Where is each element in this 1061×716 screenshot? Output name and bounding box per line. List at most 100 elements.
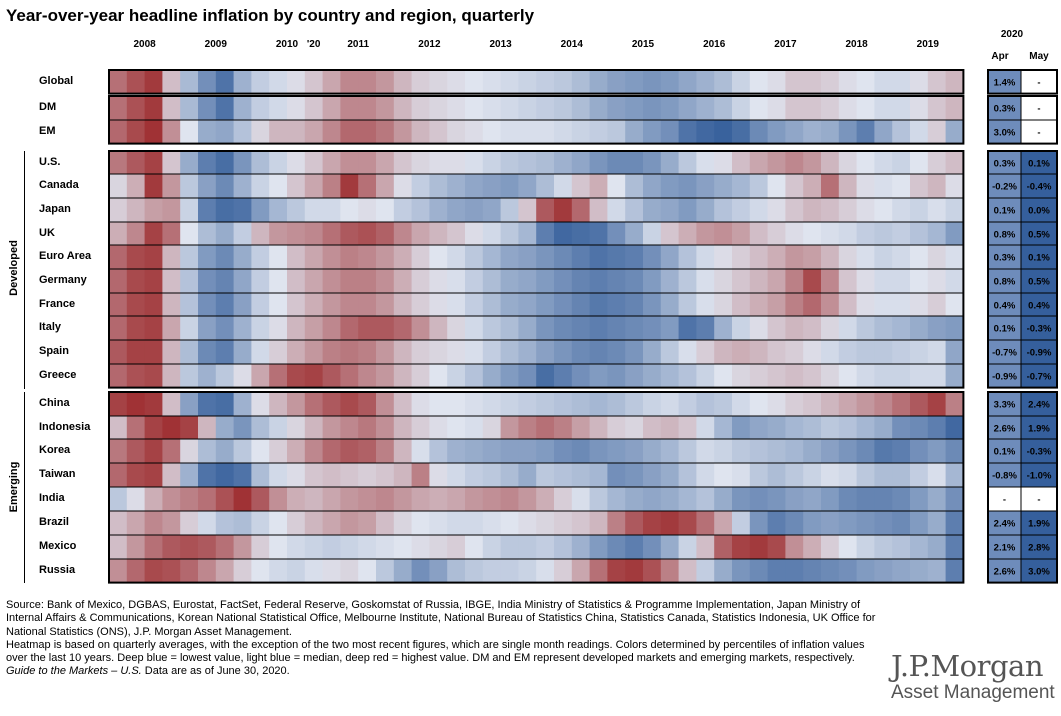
heat-cell bbox=[180, 392, 199, 416]
heat-cell bbox=[322, 120, 341, 144]
heat-cell bbox=[233, 439, 252, 463]
row-label: UK bbox=[39, 226, 55, 239]
heat-cell bbox=[304, 245, 324, 269]
heat-cell bbox=[643, 364, 662, 388]
heat-cell bbox=[180, 487, 199, 511]
heat-cell bbox=[749, 316, 769, 340]
heat-cell bbox=[536, 340, 555, 364]
heat-cell bbox=[856, 293, 875, 317]
heat-cell bbox=[180, 174, 199, 198]
heat-cell bbox=[803, 174, 822, 198]
heat-cell bbox=[126, 198, 146, 222]
heat-cell bbox=[215, 364, 235, 388]
recent-value-label: 0.1% bbox=[1028, 158, 1050, 169]
heat-cell bbox=[536, 392, 555, 416]
recent-value-label: -0.7% bbox=[1027, 371, 1052, 382]
recent-cell bbox=[1021, 96, 1057, 120]
recent-cell bbox=[988, 364, 1021, 388]
heat-cell bbox=[785, 245, 804, 269]
heat-cell bbox=[607, 340, 626, 364]
heat-cell bbox=[215, 70, 235, 94]
heat-cell bbox=[945, 463, 964, 487]
year-label: 2016 bbox=[703, 39, 726, 50]
heat-cell bbox=[429, 70, 448, 94]
heat-cell bbox=[447, 245, 466, 269]
heat-cell bbox=[393, 70, 413, 94]
heat-cell bbox=[910, 439, 929, 463]
heat-cell bbox=[785, 96, 804, 120]
heat-cell bbox=[358, 293, 377, 317]
recent-cell bbox=[988, 120, 1021, 144]
heat-cell bbox=[162, 364, 181, 388]
heat-cell bbox=[376, 511, 395, 535]
heat-cell bbox=[429, 487, 448, 511]
heat-cell bbox=[589, 439, 608, 463]
heat-cell bbox=[144, 487, 163, 511]
heat-cell bbox=[429, 559, 448, 583]
heat-cell bbox=[465, 535, 484, 559]
heat-cell bbox=[429, 392, 448, 416]
heat-cell bbox=[536, 70, 555, 94]
heat-cell bbox=[785, 120, 804, 144]
heat-cell bbox=[340, 511, 359, 535]
heat-cell bbox=[874, 487, 893, 511]
heat-cell bbox=[785, 70, 804, 94]
heat-cell bbox=[607, 96, 626, 120]
heat-cell bbox=[732, 151, 751, 175]
heat-cell bbox=[910, 340, 929, 364]
heat-cell bbox=[874, 245, 893, 269]
heat-cell bbox=[144, 559, 163, 583]
heat-cell bbox=[482, 364, 502, 388]
recent-value-label: 0.8% bbox=[994, 229, 1016, 240]
recent-cell bbox=[1021, 559, 1057, 583]
heat-cell bbox=[393, 535, 413, 559]
recent-value-label: 0.3% bbox=[994, 158, 1016, 169]
heat-cell bbox=[785, 151, 804, 175]
heat-cell bbox=[821, 174, 840, 198]
heat-cell bbox=[554, 120, 573, 144]
heat-cell bbox=[393, 487, 413, 511]
heat-cell bbox=[429, 222, 448, 246]
heat-cell bbox=[447, 511, 466, 535]
heat-cell bbox=[482, 340, 502, 364]
heat-cell bbox=[767, 316, 786, 340]
heat-cell bbox=[304, 293, 324, 317]
heat-cell bbox=[821, 416, 840, 440]
heat-cell bbox=[393, 269, 413, 293]
recent-cell bbox=[988, 269, 1021, 293]
heat-cell bbox=[304, 559, 324, 583]
heat-cell bbox=[874, 151, 893, 175]
heat-cell bbox=[465, 198, 484, 222]
heat-cell bbox=[287, 293, 306, 317]
heat-cell bbox=[536, 487, 555, 511]
heat-cell bbox=[144, 174, 163, 198]
heat-cell bbox=[304, 392, 324, 416]
heat-cell bbox=[447, 559, 466, 583]
heat-cell bbox=[892, 120, 911, 144]
heat-cell bbox=[678, 463, 697, 487]
heat-cell bbox=[732, 120, 751, 144]
heat-cell bbox=[518, 439, 537, 463]
heat-cell bbox=[482, 392, 502, 416]
heat-cell bbox=[554, 96, 573, 120]
heat-cell bbox=[269, 174, 288, 198]
heat-cell bbox=[785, 222, 804, 246]
row-label: Global bbox=[39, 74, 74, 87]
heat-cell bbox=[927, 222, 947, 246]
heat-cell bbox=[554, 222, 573, 246]
heat-cell bbox=[358, 511, 377, 535]
heat-cell bbox=[892, 198, 911, 222]
heat-cell bbox=[465, 269, 484, 293]
heat-cell bbox=[340, 293, 359, 317]
heat-cell bbox=[233, 222, 252, 246]
heat-cell bbox=[447, 293, 466, 317]
heat-cell bbox=[340, 463, 359, 487]
heat-cell bbox=[821, 120, 840, 144]
heat-cell bbox=[732, 487, 751, 511]
heat-cell bbox=[322, 269, 341, 293]
heat-cell bbox=[429, 174, 448, 198]
heat-cell bbox=[892, 535, 911, 559]
heat-cell bbox=[874, 392, 893, 416]
heat-cell bbox=[269, 245, 288, 269]
heat-cell bbox=[447, 151, 466, 175]
